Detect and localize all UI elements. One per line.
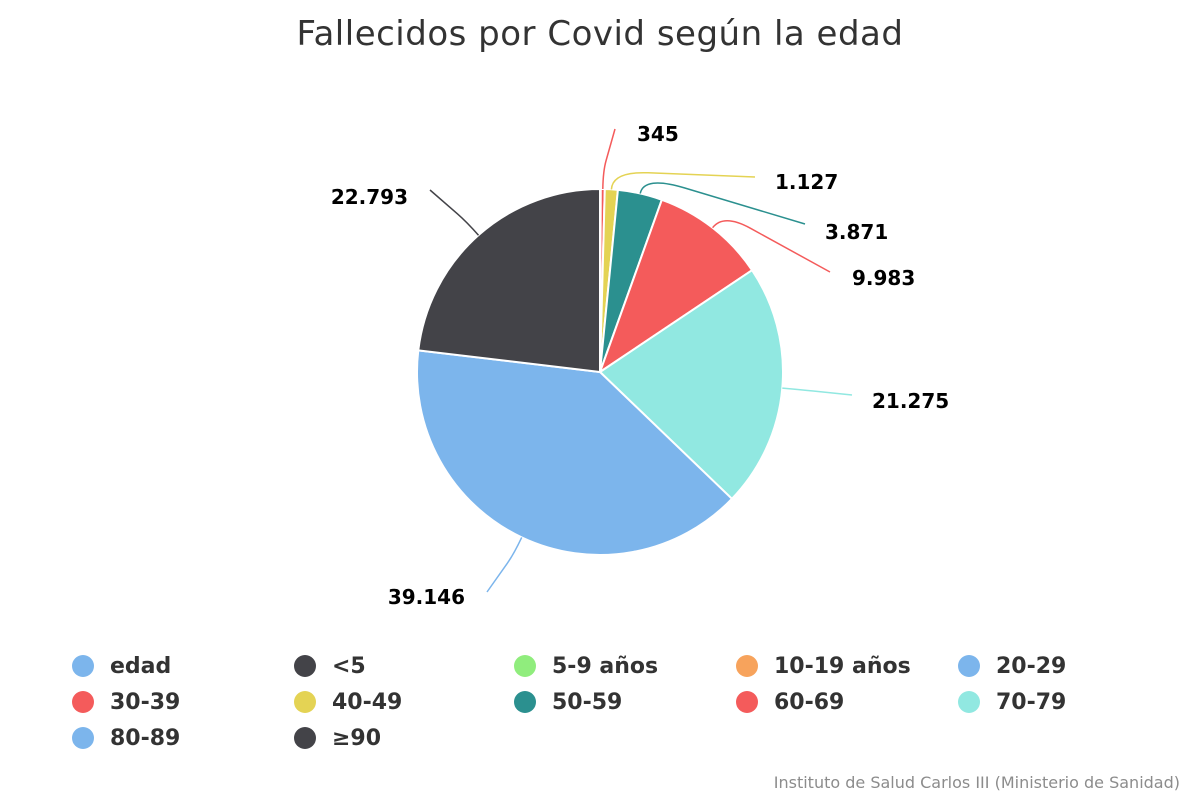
data-label-70-79: 21.275 [872,389,949,413]
credits[interactable]: Instituto de Salud Carlos III (Ministeri… [773,773,1180,792]
connector-80-89 [486,537,523,593]
legend-item-5-9-anos[interactable]: 5-9 años [514,648,658,684]
data-label-50-59: 3.871 [825,220,888,244]
legend-marker [294,655,316,677]
connector-50-59 [639,182,806,225]
data-labels: 345 1.127 3.871 9.983 21.275 39.146 22.793 [331,122,949,609]
pie-slices [415,187,785,556]
legend-marker [72,727,94,749]
pie-slice-70-79[interactable] [599,269,785,500]
legend-item-10-19-anos[interactable]: 10-19 años [736,648,911,684]
label-connectors [429,128,853,593]
connector-gte90 [429,189,480,236]
legend-label: 30-39 [110,689,181,715]
pie-slice-60-69[interactable] [599,198,754,373]
legend-marker [294,727,316,749]
connector-60-69 [712,220,831,273]
legend-label: 40-49 [332,689,403,715]
data-label-80-89: 39.146 [388,585,465,609]
pie-slice-80-89[interactable] [415,349,733,556]
legend-label: 20-29 [996,653,1067,679]
legend-marker [294,691,316,713]
legend-item-30-39[interactable]: 30-39 [72,684,180,720]
chart-title: Fallecidos por Covid según la edad [296,14,904,54]
legend-item-edad[interactable]: edad [72,648,171,684]
legend-marker [736,655,758,677]
legend-label: 60-69 [774,689,845,715]
legend-label: edad [110,653,172,679]
data-label-gte90: 22.793 [331,185,408,209]
connector-70-79 [782,387,853,396]
legend-label: ≥90 [332,725,382,751]
legend-item-50-59[interactable]: 50-59 [514,684,622,720]
connector-40-49 [610,172,756,190]
legend-label: 70-79 [996,689,1067,715]
legend-label: 50-59 [552,689,623,715]
legend-item-40-49[interactable]: 40-49 [294,684,402,720]
legend-item-gte90[interactable]: ≥90 [294,720,381,756]
legend-label: 80-89 [110,725,181,751]
legend-marker [72,655,94,677]
legend-marker [958,655,980,677]
legend-marker [958,691,980,713]
legend-item-20-29[interactable]: 20-29 [958,648,1066,684]
legend-marker [736,691,758,713]
legend-item-70-79[interactable]: 70-79 [958,684,1066,720]
legend-marker [514,691,536,713]
legend-marker [514,655,536,677]
data-label-30-39: 345 [637,122,679,146]
legend-item-80-89[interactable]: 80-89 [72,720,180,756]
legend-label: <5 [332,653,366,679]
connector-30-39 [602,128,616,190]
data-label-60-69: 9.983 [852,266,915,290]
legend-label: 10-19 años [774,653,911,679]
data-label-40-49: 1.127 [775,170,838,194]
legend-marker [72,691,94,713]
legend-item-lt5[interactable]: <5 [294,648,366,684]
legend-item-60-69[interactable]: 60-69 [736,684,844,720]
pie-slice-gte90[interactable] [417,188,601,373]
legend-label: 5-9 años [552,653,659,679]
